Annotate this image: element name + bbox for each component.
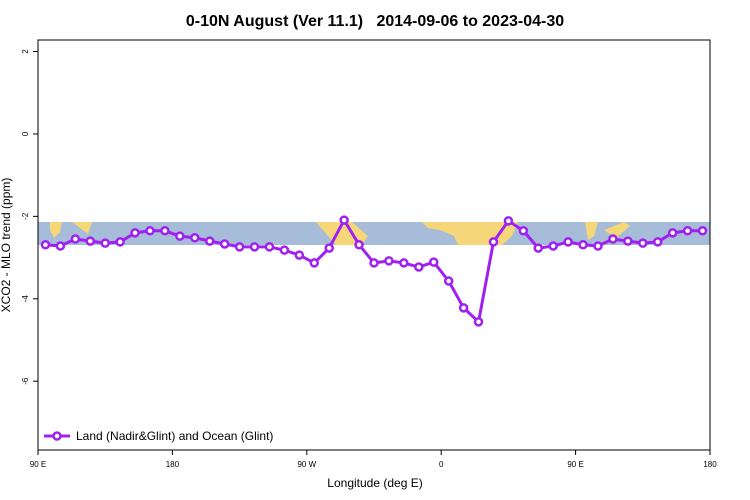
legend-label: Land (Nadir&Glint) and Ocean (Glint) bbox=[76, 429, 273, 443]
data-point bbox=[443, 276, 454, 286]
data-point bbox=[354, 240, 364, 250]
data-point bbox=[175, 231, 185, 241]
data-point bbox=[578, 240, 588, 250]
data-point bbox=[100, 238, 110, 248]
data-point bbox=[488, 237, 499, 247]
data-point bbox=[204, 236, 215, 246]
data-point bbox=[518, 226, 529, 236]
y-tick-label: -2 bbox=[21, 212, 30, 220]
y-tick-label: -4 bbox=[21, 295, 30, 303]
data-point bbox=[548, 241, 558, 251]
data-point bbox=[414, 262, 424, 272]
x-axis-label: Longitude (deg E) bbox=[327, 476, 422, 490]
data-point bbox=[294, 250, 305, 260]
x-tick-label: 0 bbox=[439, 460, 444, 469]
data-point bbox=[428, 257, 439, 267]
x-tick-label: 90 W bbox=[297, 460, 316, 469]
x-tick-label: 90 E bbox=[30, 460, 46, 469]
data-point bbox=[593, 241, 603, 251]
data-point bbox=[623, 236, 633, 246]
chart-title: 0-10N August (Ver 11.1) 2014-09-06 to 20… bbox=[186, 13, 564, 30]
data-point bbox=[40, 240, 51, 250]
data-point bbox=[219, 239, 230, 249]
data-point bbox=[473, 317, 484, 327]
y-tick-label: 2 bbox=[21, 49, 30, 54]
data-point bbox=[309, 258, 320, 268]
y-tick-label: -6 bbox=[21, 377, 30, 385]
plot-frame bbox=[37, 39, 711, 451]
data-point bbox=[249, 242, 260, 252]
data-point bbox=[563, 237, 573, 247]
data-point bbox=[682, 226, 693, 236]
data-point bbox=[85, 236, 96, 246]
x-tick-label: 180 bbox=[166, 460, 180, 469]
data-point bbox=[339, 215, 349, 225]
data-point bbox=[145, 226, 155, 236]
data-point bbox=[652, 237, 663, 247]
legend-marker bbox=[52, 431, 62, 441]
data-point bbox=[55, 241, 66, 251]
y-tick-label: 0 bbox=[21, 131, 30, 136]
data-point bbox=[369, 258, 379, 268]
x-tick-label: 90 E bbox=[567, 460, 583, 469]
data-point bbox=[667, 228, 678, 238]
data-point bbox=[697, 226, 708, 236]
data-point bbox=[70, 234, 81, 244]
data-point bbox=[115, 237, 125, 247]
data-point bbox=[384, 256, 394, 266]
data-point bbox=[533, 243, 544, 253]
x-tick-label: 180 bbox=[703, 460, 717, 469]
data-point bbox=[130, 228, 140, 238]
data-point bbox=[234, 242, 245, 252]
data-point bbox=[399, 258, 409, 268]
data-point bbox=[279, 245, 290, 255]
data-point bbox=[190, 233, 200, 243]
data-point bbox=[264, 242, 275, 252]
data-point bbox=[458, 303, 469, 313]
y-axis-label: XCO2 - MLO trend (ppm) bbox=[0, 178, 13, 313]
data-point bbox=[638, 238, 648, 248]
data-point bbox=[608, 234, 618, 244]
data-point bbox=[160, 226, 170, 236]
data-point bbox=[503, 216, 514, 226]
data-point bbox=[324, 243, 334, 253]
